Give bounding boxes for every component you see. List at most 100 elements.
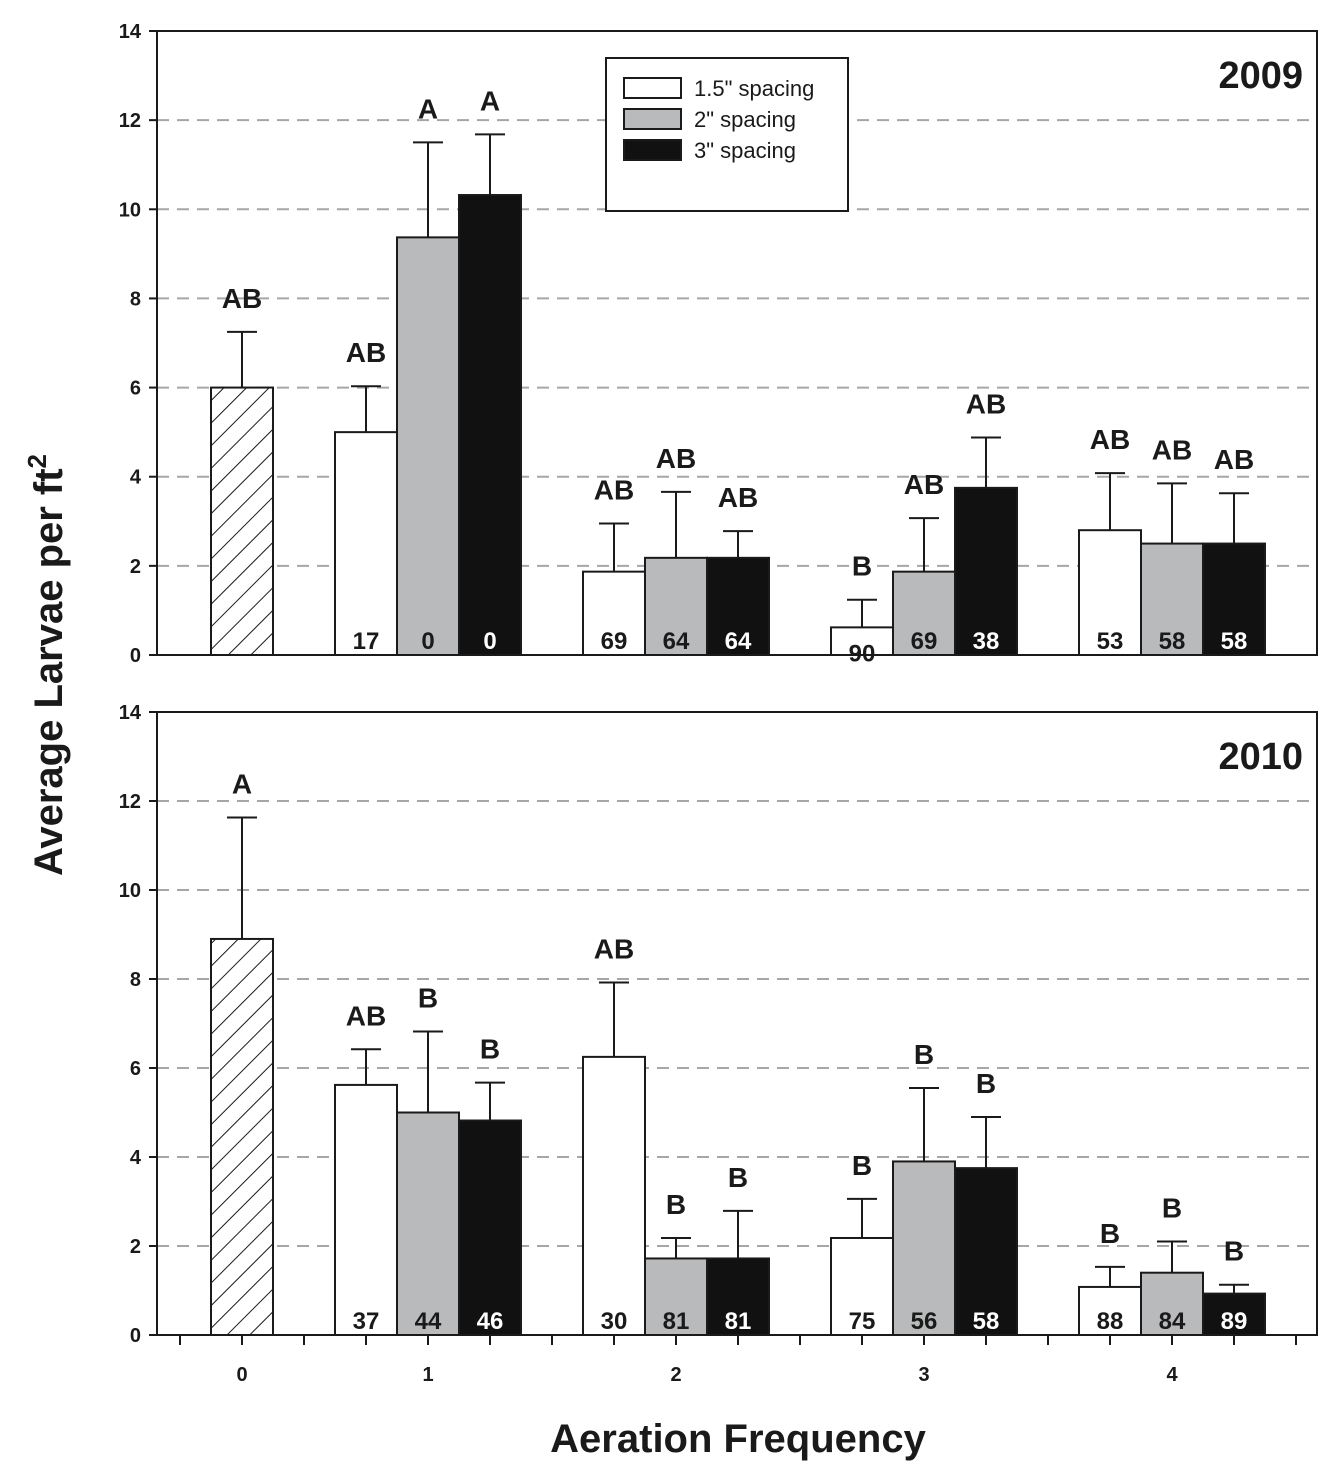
y-tick-label: 4 [130, 467, 142, 489]
legend-label: 3" spacing [694, 138, 796, 163]
significance-letter: B [728, 1162, 748, 1193]
data-label: 58 [1221, 628, 1248, 655]
significance-letter: B [480, 1034, 500, 1065]
significance-letter: B [1224, 1236, 1244, 1267]
significance-letter: B [914, 1039, 934, 1070]
data-label: 37 [353, 1308, 380, 1335]
legend: 1.5" spacing 2" spacing 3" spacing [605, 57, 849, 212]
x-tick-label: 3 [918, 1364, 929, 1386]
y-tick-label: 2 [130, 1236, 141, 1258]
data-label: 17 [353, 628, 380, 655]
data-label: 75 [849, 1308, 876, 1335]
y-tick-label: 8 [130, 969, 141, 991]
bar [396, 236, 460, 656]
y-tick-label: 8 [130, 288, 141, 310]
data-label: 89 [1221, 1308, 1248, 1335]
data-label: 0 [483, 628, 496, 655]
legend-swatch [623, 139, 682, 161]
significance-letter: B [666, 1189, 686, 1220]
y-tick-label: 10 [119, 880, 141, 902]
significance-letter: A [418, 93, 438, 124]
panel-year-label: 2009 [1218, 55, 1303, 97]
significance-letter: AB [1214, 444, 1254, 475]
bar [334, 1083, 398, 1337]
data-label: 64 [725, 628, 752, 655]
y-axis-title-text: Average Larvae per ft [27, 468, 71, 876]
significance-letter: AB [594, 475, 634, 506]
data-label: 46 [477, 1308, 504, 1335]
y-tick-label: 0 [130, 645, 141, 667]
bar [210, 386, 274, 656]
x-tick-label: 4 [1166, 1364, 1178, 1386]
legend-swatch [623, 77, 682, 99]
bar [954, 486, 1018, 656]
data-label: 88 [1097, 1308, 1124, 1335]
data-label: 69 [911, 628, 938, 655]
data-label: 58 [973, 1308, 1000, 1335]
x-tick-label: 0 [236, 1364, 247, 1386]
data-label: 90 [849, 640, 876, 667]
legend-label: 1.5" spacing [694, 76, 814, 101]
x-tick-label: 2 [670, 1364, 681, 1386]
y-tick-label: 2 [130, 556, 141, 578]
data-label: 56 [911, 1308, 938, 1335]
bar [1140, 542, 1204, 656]
bar [458, 1119, 522, 1337]
significance-letter: AB [718, 482, 758, 513]
data-label: 64 [663, 628, 690, 655]
y-axis-title: Average Larvae per ft2 [22, 454, 71, 876]
y-tick-label: 10 [119, 199, 141, 221]
plot-frame [156, 30, 1318, 656]
significance-letter: AB [346, 1000, 386, 1031]
legend-swatch [623, 108, 682, 130]
data-label: 53 [1097, 628, 1124, 655]
significance-letter: B [1100, 1218, 1120, 1249]
bar [706, 1257, 770, 1336]
data-label: 81 [663, 1308, 690, 1335]
significance-letter: B [1162, 1193, 1182, 1224]
significance-letter: AB [222, 283, 262, 314]
y-tick-label: 6 [130, 378, 141, 400]
chart-panels: ABAB17A0A0AB69AB64AB64B90AB69AB38AB53AB5… [119, 21, 1318, 1386]
significance-letter: AB [594, 934, 634, 965]
data-label: 30 [601, 1308, 628, 1335]
chart-panel: AAB37B44B46AB30B81B81B75B56B58B88B84B890… [119, 702, 1318, 1347]
bar [582, 1055, 646, 1336]
significance-letter: B [852, 551, 872, 582]
legend-label: 2" spacing [694, 107, 796, 132]
y-axis-title-superscript: 2 [22, 454, 52, 468]
x-axis-title: Aeration Frequency [550, 1417, 926, 1461]
significance-letter: B [418, 983, 438, 1014]
y-tick-label: 14 [119, 702, 142, 724]
bar [1202, 1292, 1266, 1336]
data-label: 81 [725, 1308, 752, 1335]
significance-letter: AB [656, 443, 696, 474]
significance-letter: B [976, 1068, 996, 1099]
x-tick-label: 1 [422, 1364, 433, 1386]
bar [830, 1236, 894, 1336]
data-label: 0 [421, 628, 434, 655]
y-tick-label: 6 [130, 1058, 141, 1080]
y-tick-label: 4 [130, 1147, 142, 1169]
data-label: 84 [1159, 1308, 1186, 1335]
bar [706, 556, 770, 656]
bar [396, 1111, 460, 1336]
y-tick-label: 12 [119, 791, 141, 813]
bar [334, 431, 398, 656]
y-tick-label: 12 [119, 110, 141, 132]
data-label: 69 [601, 628, 628, 655]
x-axis: 0 1 2 3 4 [179, 1335, 1297, 1386]
data-label: 58 [1159, 628, 1186, 655]
bar [458, 194, 522, 656]
chart-panel: ABAB17A0A0AB69AB64AB64B90AB69AB38AB53AB5… [119, 21, 1318, 667]
significance-letter: A [480, 85, 500, 116]
bar [892, 570, 956, 656]
y-tick-label: 14 [119, 21, 142, 43]
significance-letter: AB [346, 337, 386, 368]
significance-letter: AB [1152, 434, 1192, 465]
panel-year-label: 2010 [1218, 736, 1303, 778]
significance-letter: AB [1090, 424, 1130, 455]
significance-letter: AB [966, 388, 1006, 419]
significance-letter: B [852, 1150, 872, 1181]
